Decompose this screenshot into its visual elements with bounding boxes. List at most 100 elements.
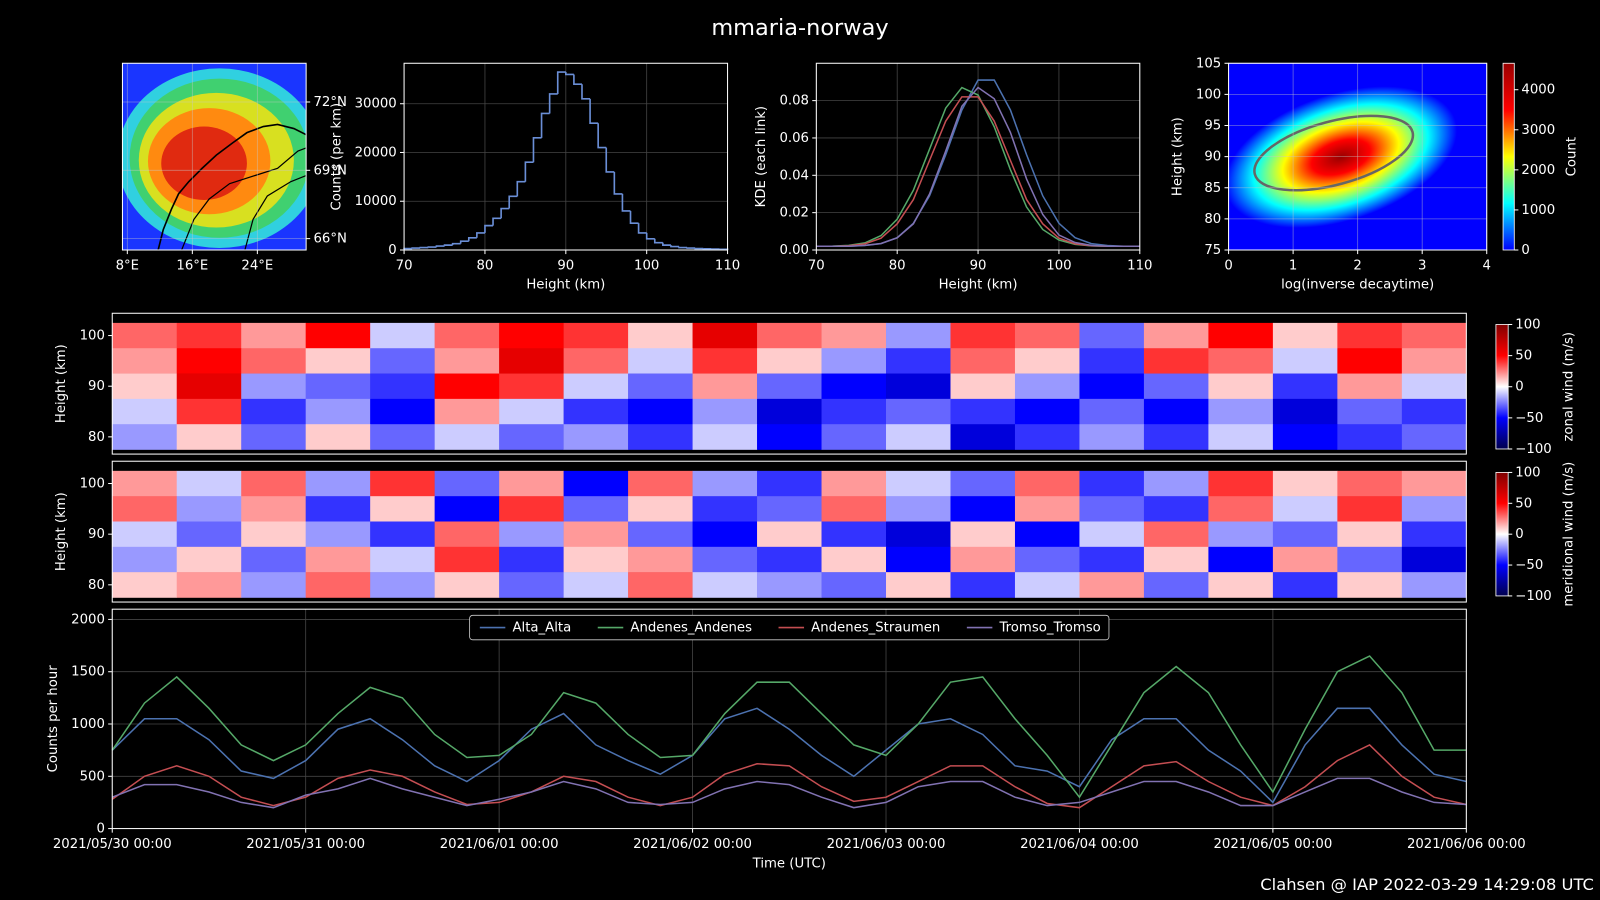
histogram-step — [653, 238, 663, 244]
heatmap-cell — [886, 496, 951, 522]
heatmap-cell — [112, 521, 178, 548]
histogram-step — [492, 217, 502, 226]
histogram-step — [629, 210, 639, 225]
histogram-step — [637, 223, 647, 234]
heatmap-cell — [628, 373, 693, 400]
colorbar-tick-label: 3000 — [1521, 123, 1555, 138]
heatmap-cell — [1079, 546, 1145, 573]
heatmap-cell — [241, 348, 306, 374]
heatmap-cell — [628, 470, 693, 497]
heatmap-cell — [628, 496, 693, 522]
heatmap-cell — [1143, 398, 1209, 425]
heatmap-cell — [434, 572, 500, 598]
plot-frame — [111, 608, 1467, 830]
heatmap-cell — [1143, 424, 1209, 450]
heatmap-cell — [757, 348, 822, 374]
heatmap-cell — [1208, 373, 1274, 400]
colorbar-tick-label: 0 — [1515, 380, 1523, 395]
plot-frame — [111, 460, 1467, 603]
heatmap-cell — [305, 424, 371, 450]
heatmap-cell — [821, 424, 887, 450]
heatmap-cell — [1014, 572, 1080, 598]
heatmap-cell — [1014, 322, 1080, 349]
histogram-step — [532, 137, 542, 163]
heatmap-cell — [241, 424, 306, 450]
heatmap-cell — [434, 322, 500, 349]
heatmap-cell — [628, 546, 693, 573]
x-tick-label: 3 — [1418, 258, 1426, 273]
colorbar-tick-label: 0 — [1521, 243, 1529, 258]
heatmap-cell — [757, 521, 822, 548]
heatmap-cell — [563, 424, 629, 450]
x-tick-label: 70 — [808, 258, 825, 273]
coastline — [157, 123, 307, 250]
heatmap-cell — [499, 373, 564, 400]
heatmap-cell — [499, 546, 564, 573]
heatmap-cell — [1272, 521, 1338, 548]
heatmap-cell — [1401, 572, 1467, 598]
heatmap-cell — [1014, 373, 1080, 400]
heatmap-cell — [176, 373, 242, 400]
plot-frame — [815, 62, 1141, 251]
heatmap-cell — [1143, 521, 1209, 548]
plot-frame — [121, 62, 307, 251]
legend-label: Tromso_Tromso — [999, 621, 1101, 636]
x-tick-label: 110 — [1127, 258, 1152, 273]
heatmap-cell — [1272, 546, 1338, 573]
histogram-step — [613, 171, 623, 195]
x-tick-label: 110 — [715, 258, 740, 273]
heatmap-cell — [1337, 572, 1403, 598]
x-tick-label: 16°E — [176, 258, 208, 273]
series-line — [816, 86, 1140, 248]
heatmap-cell — [1337, 496, 1403, 522]
plot-area — [112, 609, 1467, 829]
x-tick-label: 0 — [1224, 258, 1232, 273]
x-tick-label: 90 — [557, 258, 574, 273]
heatmap-cell — [1143, 348, 1209, 374]
x-tick-label: 8°E — [116, 258, 139, 273]
y-axis-label: Height (km) — [54, 492, 69, 571]
heatmap-cell — [1208, 424, 1274, 450]
y-axis-label: Height (km) — [54, 344, 69, 423]
heatmap-cell — [1079, 470, 1145, 497]
colorbar-tick-label: 50 — [1515, 349, 1532, 364]
heatmap-cell — [950, 322, 1016, 349]
heatmap-cell — [821, 572, 887, 598]
x-tick-label: 2021/05/30 00:00 — [53, 837, 172, 852]
heatmap-cell — [1401, 470, 1467, 497]
y-tick-label: 90 — [88, 527, 105, 542]
heatmap-cell — [305, 348, 371, 374]
heatmap-cell — [370, 348, 435, 374]
heatmap-cell — [1401, 322, 1467, 349]
heatmap-cell — [1272, 373, 1338, 400]
footer: Clahsen @ IAP 2022-03-29 14:29:08 UTC — [1260, 875, 1594, 894]
heatmap-cell — [821, 348, 887, 374]
heatmap-cell — [112, 496, 178, 522]
histogram-step — [548, 93, 558, 114]
colorbar-tick-label: 4000 — [1521, 83, 1555, 98]
colorbar-tick-label: −50 — [1515, 411, 1543, 426]
heatmap-cell — [370, 496, 435, 522]
histogram-step — [451, 242, 461, 246]
heatmap-cell — [1143, 572, 1209, 598]
colorbar-tick-label: 1000 — [1521, 203, 1555, 218]
y-tick-label: 0.08 — [779, 94, 809, 109]
heatmap-cell — [692, 348, 758, 374]
histogram-step — [597, 123, 607, 149]
heatmap-cell — [176, 521, 242, 548]
heatmap-cell — [370, 572, 435, 598]
heatmap-cell — [1143, 322, 1209, 349]
y-tick-label: 80 — [88, 430, 105, 445]
heatmap-cell — [499, 424, 564, 450]
x-tick-label: 2021/06/03 00:00 — [827, 837, 946, 852]
x-tick-label: 100 — [634, 258, 659, 273]
heatmap-cell — [628, 521, 693, 548]
heatmap-cell — [1208, 521, 1274, 548]
heatmap-cell — [1272, 348, 1338, 374]
heatmap-cell — [628, 572, 693, 598]
heatmap-cell — [176, 398, 242, 425]
heatmap-cell — [950, 572, 1016, 598]
heatmap-cell — [370, 521, 435, 548]
x-tick-label: 2021/06/05 00:00 — [1214, 837, 1333, 852]
